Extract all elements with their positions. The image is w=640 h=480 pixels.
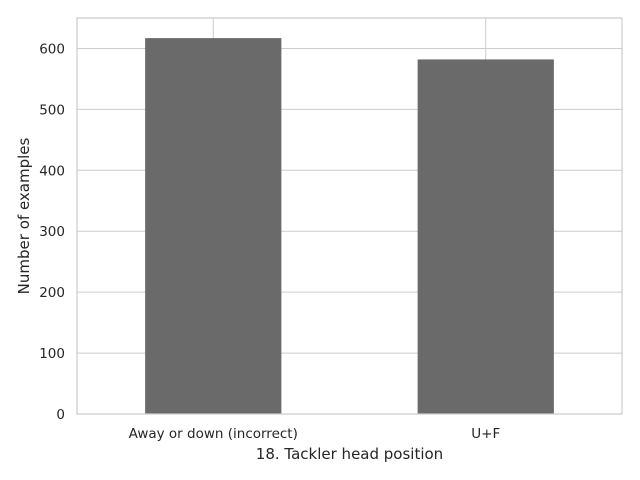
y-tick-label: 500 [39,102,65,118]
x-tick-labels: Away or down (incorrect) U+F [129,426,501,442]
y-tick-label: 600 [39,41,65,57]
y-tick-label: 400 [39,163,65,179]
y-tick-label: 300 [39,224,65,240]
plot-frame [76,17,623,415]
y-tick-labels: 0 100 200 300 400 500 600 [39,41,65,423]
x-tick-label: Away or down (incorrect) [129,426,298,442]
y-tick-label: 0 [56,407,65,423]
y-tick-label: 100 [39,346,65,362]
x-tick-label: U+F [471,426,500,442]
bar [417,59,554,414]
x-axis-label: 18. Tackler head position [256,445,443,463]
bar [145,38,282,414]
y-tick-label: 200 [39,285,65,301]
y-axis-label: Number of examples [15,138,33,295]
bars [145,38,554,414]
